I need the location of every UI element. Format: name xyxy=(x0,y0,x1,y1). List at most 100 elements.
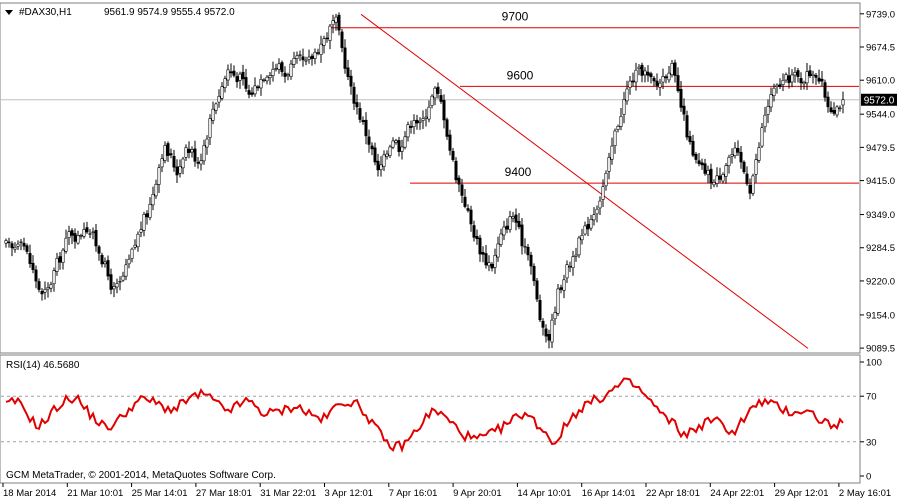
candle xyxy=(49,281,53,293)
candle xyxy=(829,101,833,114)
candle xyxy=(757,142,761,164)
candle xyxy=(664,74,668,84)
candle xyxy=(565,260,569,284)
candle xyxy=(748,178,752,200)
candle xyxy=(448,129,452,156)
candle xyxy=(523,238,527,254)
current-price-marker: 9572.0 xyxy=(861,93,897,106)
candle xyxy=(667,66,671,83)
candle xyxy=(181,156,185,175)
candle xyxy=(649,71,653,84)
candle xyxy=(403,131,407,150)
candle xyxy=(70,228,74,245)
candle xyxy=(214,102,218,115)
candle xyxy=(259,74,263,96)
candle xyxy=(472,220,476,242)
candle xyxy=(670,60,674,78)
price-tick-label: 9610.0 xyxy=(866,76,895,87)
candle xyxy=(841,91,845,114)
candle xyxy=(763,107,767,133)
candle xyxy=(652,75,656,87)
candle xyxy=(79,233,83,240)
candle xyxy=(373,142,377,166)
price-tick-label: 9544.0 xyxy=(866,110,895,121)
candle xyxy=(385,150,389,160)
candle xyxy=(217,89,221,108)
candle xyxy=(418,117,422,130)
candle xyxy=(364,112,368,145)
candle xyxy=(406,121,410,142)
candle xyxy=(421,110,425,129)
price-tick-label: 9739.0 xyxy=(866,9,895,20)
time-tick-label: 29 Apr 12:01 xyxy=(775,488,829,499)
candle xyxy=(688,130,692,145)
time-tick-label: 16 Apr 14:01 xyxy=(582,488,636,499)
candle xyxy=(745,166,749,186)
candle xyxy=(622,91,626,124)
candle xyxy=(409,120,413,134)
candle xyxy=(631,72,635,87)
candle xyxy=(208,114,212,145)
candle xyxy=(691,134,695,158)
candle xyxy=(199,153,203,171)
candle xyxy=(574,247,578,262)
candle xyxy=(112,281,116,298)
candle xyxy=(826,91,830,113)
candle xyxy=(124,258,128,281)
candle xyxy=(76,230,80,245)
candle xyxy=(187,141,191,159)
candle xyxy=(520,218,524,255)
candle xyxy=(4,238,8,248)
candle xyxy=(16,240,20,251)
candle xyxy=(505,218,509,234)
rsi-y-axis: 100 70 30 0 xyxy=(860,358,882,483)
time-tick-label: 27 Mar 18:01 xyxy=(196,488,252,499)
candle xyxy=(553,306,557,326)
candle xyxy=(394,138,398,145)
candle xyxy=(145,210,149,225)
candle xyxy=(166,141,170,163)
candle xyxy=(226,64,230,86)
candle xyxy=(598,196,602,216)
candle xyxy=(739,146,743,169)
time-tick-label: 22 Apr 18:01 xyxy=(646,488,700,499)
candle xyxy=(319,35,323,63)
price-panel: 9739.0 9674.5 9610.0 9544.0 9479.5 9415.0 9349… xyxy=(0,2,897,355)
candle xyxy=(709,163,713,190)
candle xyxy=(781,73,785,92)
candle xyxy=(661,68,665,90)
candle xyxy=(814,73,818,85)
candle xyxy=(283,66,287,83)
candle xyxy=(367,129,371,153)
candle xyxy=(334,13,338,31)
candle xyxy=(703,158,707,176)
candle xyxy=(232,65,236,78)
candle xyxy=(88,228,92,238)
candle xyxy=(13,242,17,253)
candle xyxy=(34,265,38,289)
candle xyxy=(616,124,620,133)
candle xyxy=(559,284,563,294)
candle xyxy=(343,39,347,74)
candle xyxy=(55,252,59,276)
candle xyxy=(412,114,416,135)
candle xyxy=(550,313,554,349)
candle xyxy=(451,147,455,162)
candle xyxy=(136,231,140,252)
candle xyxy=(94,224,98,252)
candle xyxy=(46,282,50,298)
candle xyxy=(130,247,134,263)
price-panel-frame xyxy=(0,2,861,354)
current-price-marker-bg xyxy=(861,93,897,106)
candle xyxy=(157,164,161,194)
candle xyxy=(352,82,356,111)
rsi-tick-label: 30 xyxy=(866,437,877,448)
candle xyxy=(382,150,386,171)
candle xyxy=(541,318,545,336)
candle xyxy=(250,87,254,97)
time-tick-label: 24 Apr 22:01 xyxy=(710,488,764,499)
candle xyxy=(694,152,698,164)
candle xyxy=(580,228,584,245)
candle xyxy=(454,157,458,184)
